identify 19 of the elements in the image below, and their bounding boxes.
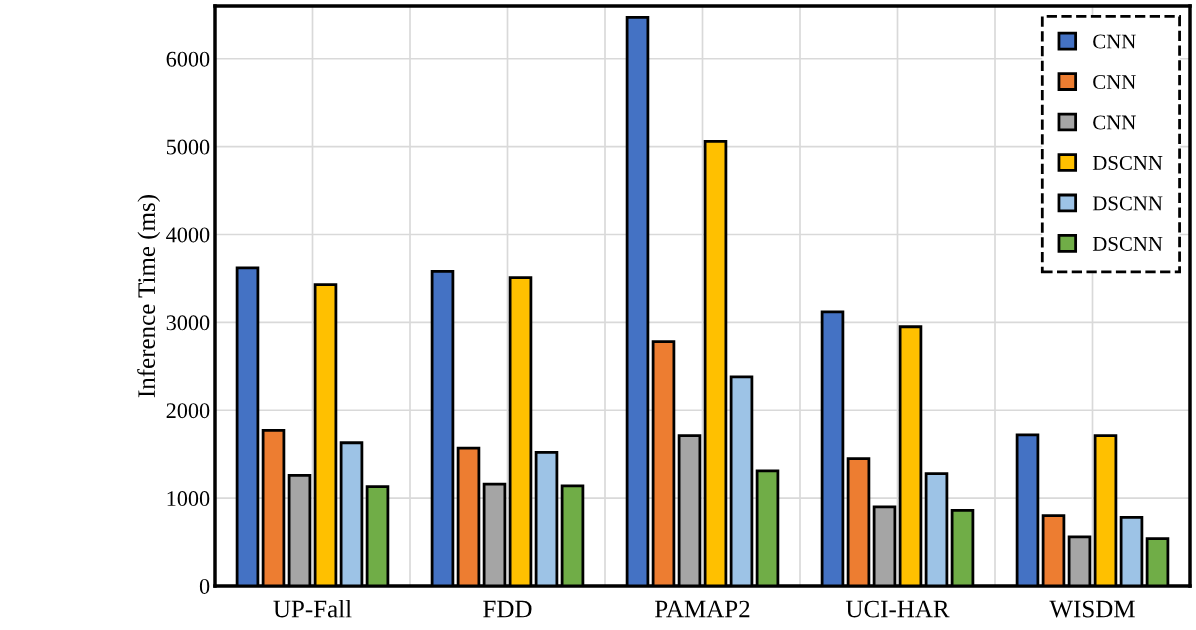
legend-label: DSCNN	[1092, 196, 1163, 211]
y-tick-label: 6000	[166, 51, 210, 67]
y-tick-label: 4000	[166, 227, 210, 243]
y-tick-label: 5000	[166, 139, 210, 155]
legend-label: CNN	[1093, 74, 1136, 89]
legend-label: CNN	[1093, 115, 1136, 130]
y-axis-title: Inference Time (ms)	[137, 195, 161, 398]
x-tick-label: PAMAP2	[655, 600, 750, 618]
x-tick-label: UCI-HAR	[845, 600, 950, 618]
legend-label: DSCNN	[1092, 155, 1163, 170]
x-tick-label: WISDM	[1049, 600, 1135, 618]
y-tick-label: 3000	[166, 315, 210, 331]
legend-label: DSCNN	[1092, 236, 1163, 251]
y-tick-label: 2000	[166, 403, 210, 419]
legend-label: CNN	[1093, 34, 1136, 49]
x-tick-label: UP-Fall	[273, 599, 352, 618]
y-tick-label: 1000	[167, 491, 210, 507]
y-tick-label: 0	[199, 578, 210, 594]
x-tick-label: FDD	[483, 600, 532, 618]
